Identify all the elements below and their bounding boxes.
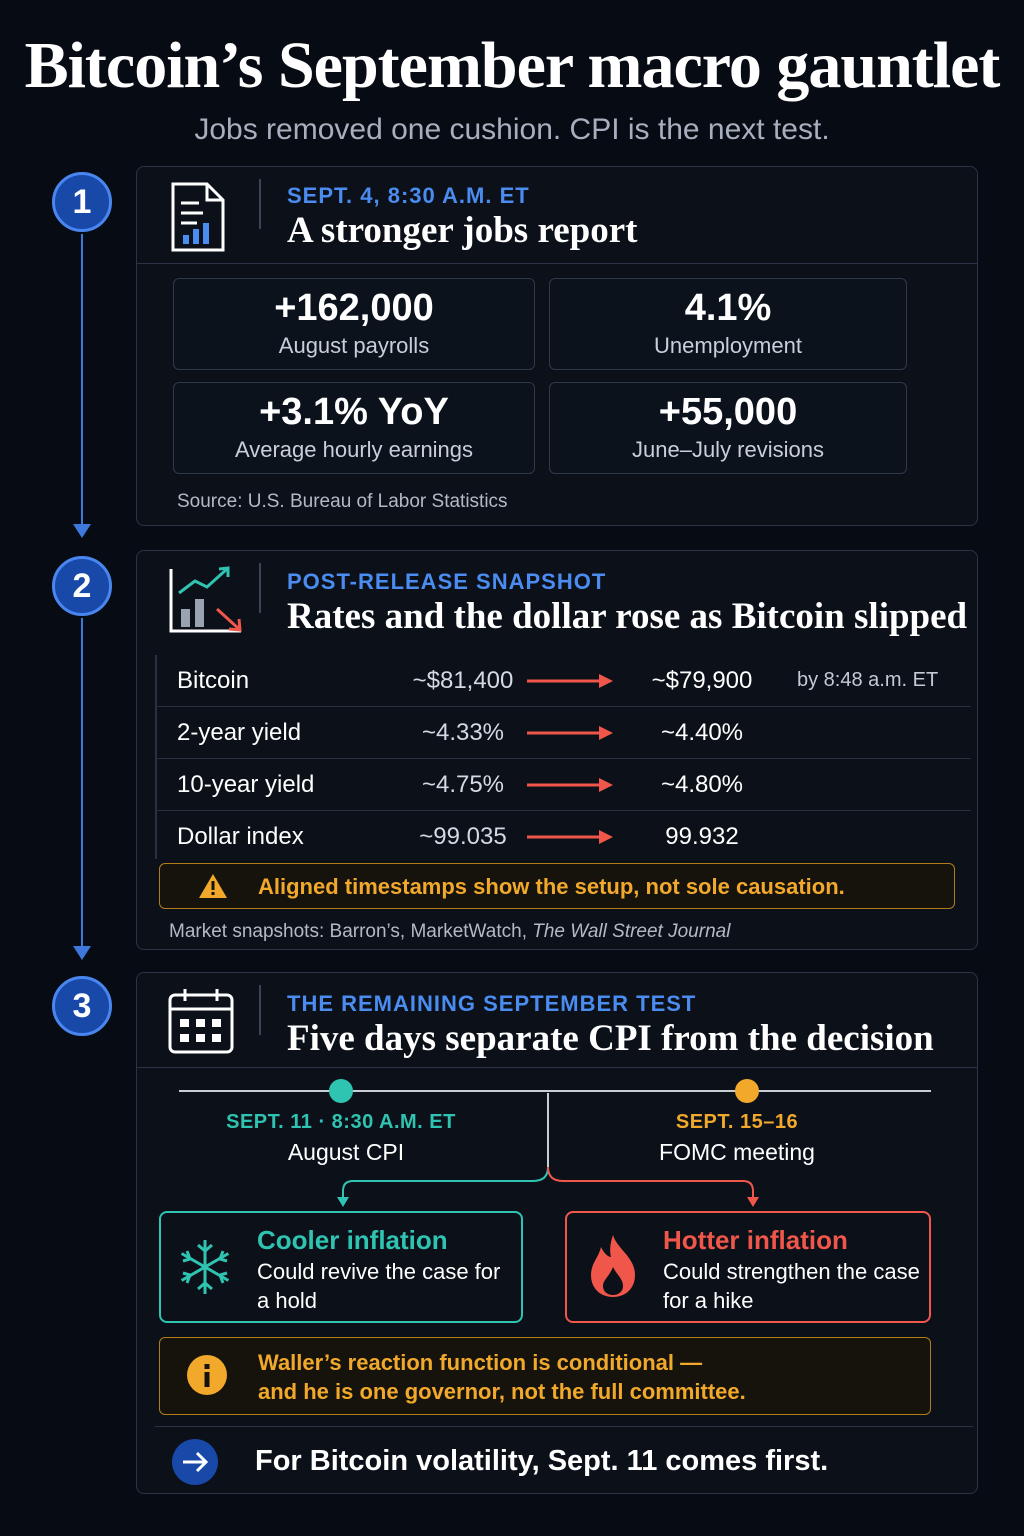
scenario-hotter: Hotter inflation Could strengthen the ca… xyxy=(565,1211,931,1323)
market-snapshot-card: POST-RELEASE SNAPSHOT Rates and the doll… xyxy=(136,550,978,950)
row-before: ~4.33% xyxy=(421,719,505,746)
row-label: 2-year yield xyxy=(177,719,302,746)
header-divider xyxy=(259,985,261,1035)
header-divider xyxy=(259,563,261,613)
row-after: 99.932 xyxy=(665,823,739,850)
source-note: Market snapshots: Barron’s, MarketWatch,… xyxy=(169,921,730,943)
stat-label: Unemployment xyxy=(654,333,802,358)
card-divider xyxy=(155,1426,973,1427)
scenario-body: Could strengthen the case for a hike xyxy=(663,1259,920,1313)
connector-arrow-down-icon xyxy=(73,946,91,960)
table-row: Dollar index ~99.035 99.932 xyxy=(155,811,971,863)
arrow-right-icon xyxy=(525,777,615,798)
step-1-headline: A stronger jobs report xyxy=(287,210,638,251)
stat-value: +162,000 xyxy=(274,287,434,329)
table-row: 10-year yield ~4.75% ~4.80% xyxy=(155,759,971,811)
arrow-right-icon xyxy=(525,673,615,694)
page-subtitle: Jobs removed one cushion. CPI is the nex… xyxy=(194,113,830,146)
step-connector-2 xyxy=(81,618,83,946)
step-1-kicker: SEPT. 4, 8:30 A.M. ET xyxy=(287,183,530,208)
table-left-rule xyxy=(155,655,157,859)
timeline-date-fomc: SEPT. 15–16 xyxy=(675,1111,799,1133)
scenario-branch-connector xyxy=(337,1093,759,1207)
stat-hourly-earnings: +3.1% YoY Average hourly earnings xyxy=(173,382,535,474)
step-2-badge: 2 xyxy=(52,556,112,616)
snowflake-icon xyxy=(175,1237,235,1302)
stat-unemployment: 4.1% Unemployment xyxy=(549,278,907,370)
stat-value: +3.1% YoY xyxy=(259,391,449,433)
timeline-marker-fomc xyxy=(735,1079,759,1103)
row-divider xyxy=(155,706,971,707)
note-line-1: Waller’s reaction function is conditiona… xyxy=(258,1350,703,1375)
row-after: ~$79,900 xyxy=(651,667,753,694)
september-test-card: THE REMAINING SEPTEMBER TEST Five days s… xyxy=(136,972,978,1494)
caution-callout: Aligned timestamps show the setup, not s… xyxy=(159,863,955,909)
timeline-event-fomc: FOMC meeting xyxy=(659,1139,815,1165)
step-2-kicker: POST-RELEASE SNAPSHOT xyxy=(287,569,607,594)
timeline-date-cpi: SEPT. 11 · 8:30 A.M. ET xyxy=(226,1111,456,1133)
card-divider xyxy=(137,1067,977,1068)
stat-label: Average hourly earnings xyxy=(234,437,474,462)
row-divider xyxy=(155,758,971,759)
step-connector-1 xyxy=(81,234,83,524)
timeline-event-cpi: August CPI xyxy=(287,1139,405,1165)
stat-revisions: +55,000 June–July revisions xyxy=(549,382,907,474)
step-2-headline: Rates and the dollar rose as Bitcoin sli… xyxy=(287,596,968,637)
waller-note-callout: Waller’s reaction function is conditiona… xyxy=(159,1337,931,1415)
row-note: by 8:48 a.m. ET xyxy=(797,669,939,691)
arrow-right-circle-icon xyxy=(171,1438,219,1491)
row-after: ~4.80% xyxy=(660,771,744,798)
row-before: ~4.75% xyxy=(421,771,505,798)
scenario-title: Cooler inflation xyxy=(257,1225,448,1255)
takeaway-text: For Bitcoin volatility, Sept. 11 comes f… xyxy=(255,1445,829,1477)
flame-icon xyxy=(587,1233,639,1304)
note-line-2: and he is one governor, not the full com… xyxy=(258,1379,746,1404)
row-divider xyxy=(155,810,971,811)
stat-label: August payrolls xyxy=(278,333,430,358)
info-icon xyxy=(186,1354,228,1401)
row-label: Bitcoin xyxy=(177,667,250,694)
source-text: Market snapshots: Barron’s, MarketWatch, xyxy=(169,921,533,942)
source-note: Source: U.S. Bureau of Labor Statistics xyxy=(177,491,508,512)
stat-payrolls: +162,000 August payrolls xyxy=(173,278,535,370)
calendar-icon xyxy=(167,987,235,1060)
step-3-kicker: THE REMAINING SEPTEMBER TEST xyxy=(287,991,697,1016)
step-3-badge: 3 xyxy=(52,976,112,1036)
row-label: Dollar index xyxy=(177,823,304,850)
warning-icon xyxy=(198,873,228,904)
source-publication: The Wall Street Journal xyxy=(532,921,731,942)
connector-arrow-down-icon xyxy=(73,524,91,538)
timeline-marker-cpi xyxy=(329,1079,353,1103)
market-up-down-icon xyxy=(167,563,247,642)
page-title: Bitcoin’s September macro gauntlet xyxy=(24,29,1001,102)
arrow-right-icon xyxy=(525,725,615,746)
table-row: 2-year yield ~4.33% ~4.40% xyxy=(155,707,971,759)
timeline-track xyxy=(179,1090,931,1092)
step-1-badge: 1 xyxy=(52,172,112,232)
row-before: ~$81,400 xyxy=(412,667,514,694)
table-row: Bitcoin ~$81,400 ~$79,900 by 8:48 a.m. E… xyxy=(155,655,971,707)
header-divider xyxy=(259,179,261,229)
stat-label: June–July revisions xyxy=(632,437,824,462)
row-before: ~99.035 xyxy=(419,823,507,850)
scenario-title: Hotter inflation xyxy=(663,1225,848,1255)
jobs-report-card: SEPT. 4, 8:30 A.M. ET A stronger jobs re… xyxy=(136,166,978,526)
report-chart-icon xyxy=(167,181,229,258)
arrow-right-icon xyxy=(525,829,615,850)
scenario-body: Could revive the case for a hold xyxy=(257,1259,501,1313)
card-divider xyxy=(137,263,977,264)
stat-value: 4.1% xyxy=(684,287,772,329)
row-after: ~4.40% xyxy=(660,719,744,746)
step-3-headline: Five days separate CPI from the decision xyxy=(287,1018,934,1059)
stat-value: +55,000 xyxy=(658,391,798,433)
scenario-cooler: Cooler inflation Could revive the case f… xyxy=(159,1211,523,1323)
row-label: 10-year yield xyxy=(177,771,315,798)
caution-text: Aligned timestamps show the setup, not s… xyxy=(258,874,845,899)
